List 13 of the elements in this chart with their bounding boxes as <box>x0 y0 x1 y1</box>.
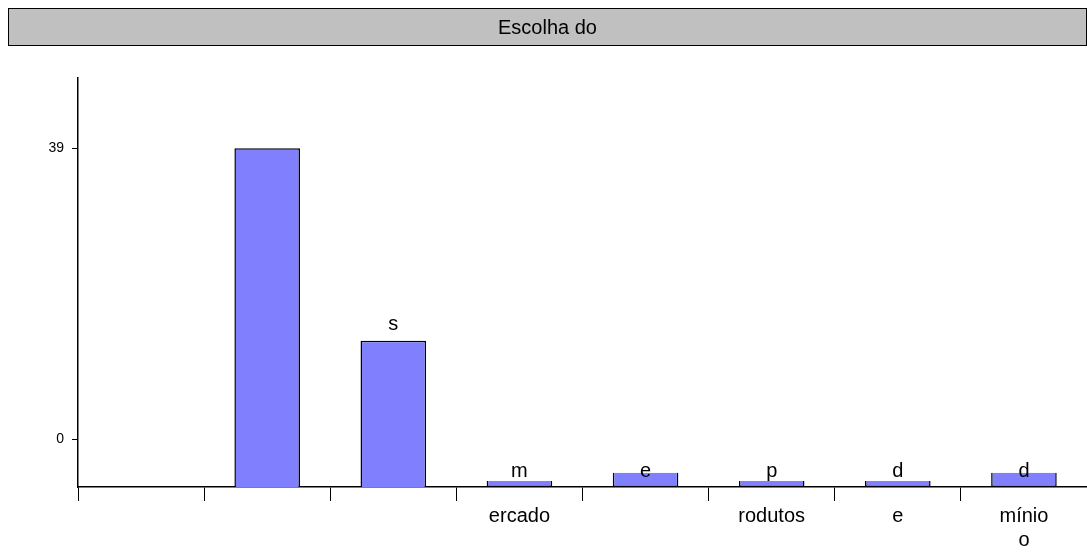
x-tick-label: e <box>892 503 904 526</box>
chart-title: Escolha do <box>8 8 1087 46</box>
data-label: e <box>640 458 652 481</box>
x-tick-label: ercado <box>488 503 551 526</box>
x-tick-label: mínio o <box>999 503 1049 550</box>
y-tick-label: 0 <box>56 430 65 447</box>
data-label: d <box>1018 458 1030 481</box>
data-label: s <box>388 312 399 335</box>
y-tick-label: 39 <box>48 139 65 156</box>
x-tick-label: rodutos <box>738 503 806 526</box>
data-label: d <box>892 458 904 481</box>
data-label: p <box>766 458 778 481</box>
data-label: m <box>511 458 528 481</box>
